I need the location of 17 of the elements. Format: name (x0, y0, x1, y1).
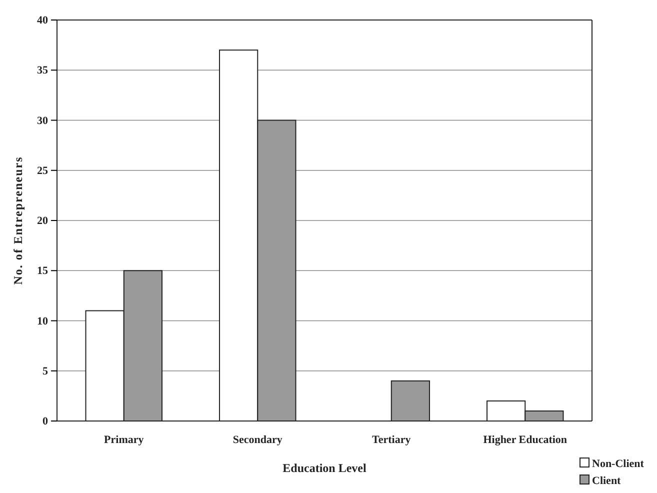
x-axis-title: Education Level (282, 461, 367, 475)
y-tick-label: 30 (37, 114, 48, 127)
y-tick-label: 5 (42, 365, 48, 378)
x-tick-label: Primary (104, 434, 144, 446)
legend-label: Client (592, 475, 622, 487)
y-tick-label: 25 (37, 164, 48, 177)
legend-label: Non-Client (592, 458, 644, 470)
y-tick-label: 20 (37, 215, 48, 228)
x-tick-label: Higher Education (483, 434, 568, 446)
y-tick-label: 40 (37, 14, 48, 27)
y-axis-title: No. of Entrepreneurs (11, 156, 25, 285)
y-tick-label: 35 (37, 64, 48, 77)
y-tick-label: 10 (37, 315, 48, 328)
y-tick-label: 15 (37, 265, 48, 278)
x-tick-label: Secondary (232, 434, 283, 446)
y-tick-label: 0 (42, 416, 48, 428)
x-tick-label: Tertiary (372, 434, 412, 446)
